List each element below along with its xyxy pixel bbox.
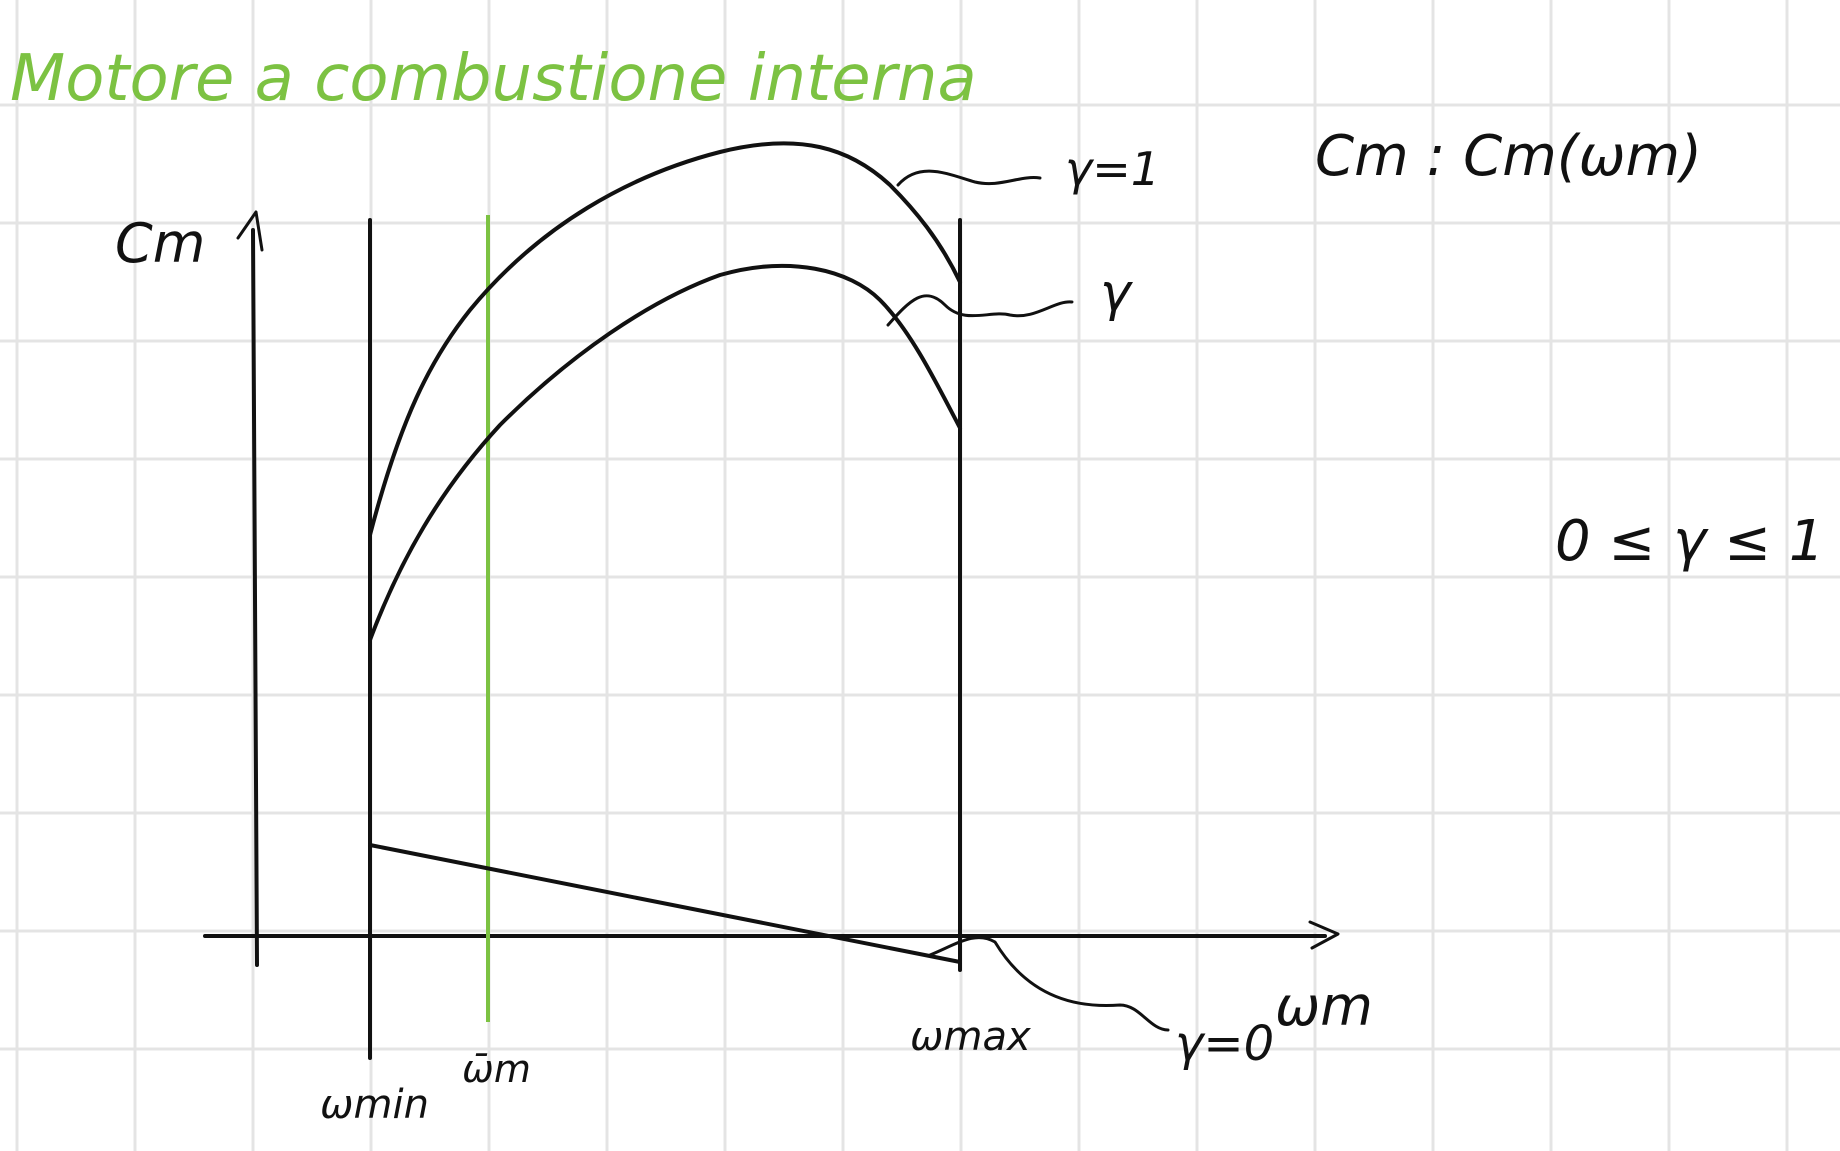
x-axis-label: ωm (1275, 975, 1373, 1038)
label-gamma-1: γ=1 (1065, 142, 1160, 196)
label-gamma-0: γ=0 (1175, 1016, 1274, 1072)
tick-omega-bar: ω̄m (462, 1047, 531, 1091)
leader-gamma (888, 296, 1072, 325)
constraint-text: 0 ≤ γ ≤ 1 (1555, 509, 1824, 574)
page-title: Motore a combustione interna (10, 42, 977, 116)
leader-gamma-1 (898, 171, 1040, 185)
y-axis-label: Cm (115, 212, 205, 275)
relation-text: Cm : Cm(ωm) (1315, 124, 1702, 189)
tick-omega-max: ωmax (910, 1014, 1031, 1060)
curve-gamma-0 (370, 845, 960, 962)
label-gamma: γ (1100, 263, 1134, 323)
tick-omega-min: ωmin (320, 1082, 429, 1128)
y-axis-arrow (238, 212, 262, 250)
